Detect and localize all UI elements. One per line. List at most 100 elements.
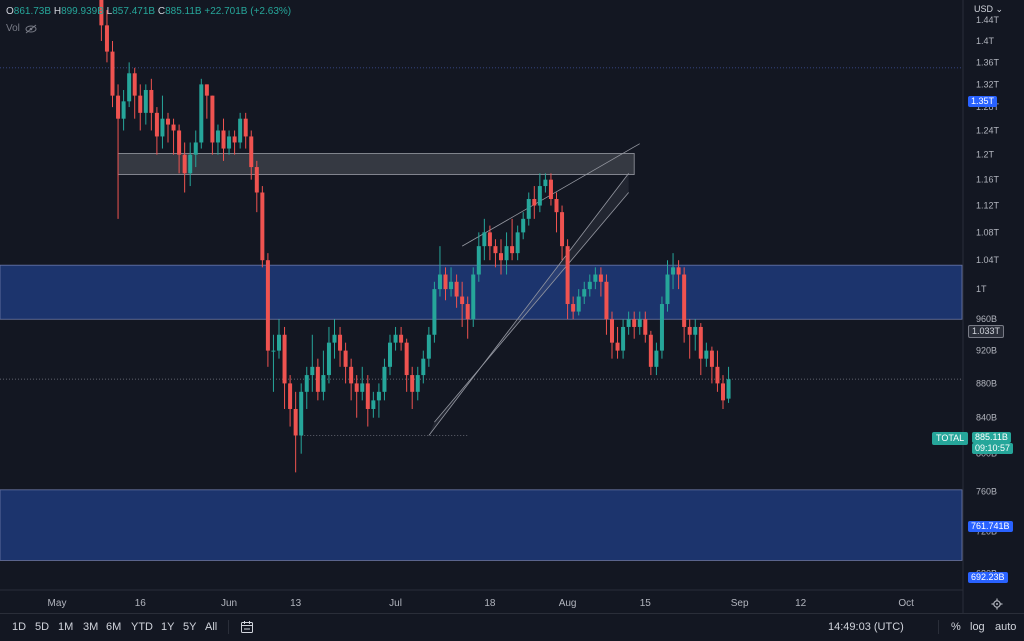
candle[interactable] [265, 253, 270, 367]
candle[interactable] [610, 311, 614, 359]
support-resistance-zone[interactable] [0, 489, 963, 561]
candle[interactable] [371, 391, 376, 418]
candle[interactable] [154, 107, 159, 155]
candle[interactable] [116, 84, 121, 219]
timeframe-ytd[interactable]: YTD [131, 621, 153, 633]
candle[interactable] [554, 192, 559, 233]
candle[interactable] [532, 186, 537, 219]
candle[interactable] [332, 319, 337, 359]
candle[interactable] [671, 253, 676, 290]
candle[interactable] [171, 118, 176, 155]
candle[interactable] [388, 334, 392, 376]
candle[interactable] [621, 319, 626, 359]
candle[interactable] [149, 78, 154, 131]
candle[interactable] [548, 173, 553, 206]
candle[interactable] [526, 192, 531, 226]
candle[interactable] [598, 267, 603, 297]
candle[interactable] [315, 358, 320, 401]
candle[interactable] [565, 239, 570, 320]
candle[interactable] [299, 383, 304, 454]
candle[interactable] [576, 289, 581, 316]
candle[interactable] [326, 326, 331, 384]
candle[interactable] [499, 239, 503, 275]
candle[interactable] [177, 124, 182, 174]
log-toggle[interactable]: log [970, 621, 985, 633]
candle[interactable] [560, 205, 565, 261]
candle[interactable] [304, 366, 309, 409]
candle[interactable] [521, 212, 526, 240]
support-resistance-zone[interactable] [0, 264, 963, 320]
currency-selector[interactable]: USD ⌄ [974, 4, 1003, 15]
eye-hidden-icon[interactable] [25, 24, 37, 34]
candle[interactable] [227, 130, 232, 155]
trend-line[interactable] [428, 173, 629, 436]
candle[interactable] [637, 311, 642, 335]
candle[interactable] [410, 366, 415, 409]
timeframe-1y[interactable]: 1Y [161, 621, 175, 633]
candle[interactable] [349, 358, 354, 401]
candle[interactable] [687, 319, 692, 359]
candle[interactable] [238, 112, 243, 149]
candle[interactable] [460, 281, 465, 327]
candle[interactable] [698, 323, 703, 376]
price-chart[interactable]: 1.44T 1.4T 1.36T 1.32T 1.28T 1.24T 1.2T 1.16T 1.… [0, 0, 1024, 613]
candle[interactable] [399, 326, 404, 351]
candle[interactable] [110, 40, 115, 108]
candle[interactable] [465, 296, 470, 339]
candle[interactable] [188, 142, 193, 187]
candle[interactable] [626, 311, 631, 335]
candle[interactable] [476, 232, 481, 282]
candle[interactable] [260, 186, 265, 268]
candle[interactable] [654, 342, 659, 376]
candle[interactable] [537, 173, 542, 213]
candle[interactable] [721, 375, 725, 409]
go-to-date-button[interactable] [240, 620, 254, 634]
candle[interactable] [504, 232, 509, 275]
candle[interactable] [682, 267, 687, 343]
candle[interactable] [665, 260, 670, 312]
candle[interactable] [143, 84, 148, 125]
candle[interactable] [543, 173, 548, 193]
candle[interactable] [277, 319, 281, 359]
candle[interactable] [199, 78, 204, 149]
percent-toggle[interactable]: % [951, 621, 961, 633]
candle[interactable] [271, 334, 276, 392]
candle[interactable] [243, 112, 248, 149]
candle[interactable] [487, 225, 492, 261]
candle[interactable] [360, 366, 365, 401]
candle[interactable] [393, 326, 398, 351]
candle[interactable] [648, 330, 653, 376]
candle[interactable] [249, 130, 254, 180]
candle[interactable] [232, 130, 237, 155]
auto-toggle[interactable]: auto [995, 621, 1017, 633]
timeframe-1m[interactable]: 1M [58, 621, 74, 633]
candle[interactable] [376, 383, 381, 418]
candle[interactable] [432, 281, 437, 343]
candle[interactable] [510, 218, 515, 261]
candle[interactable] [282, 326, 287, 409]
candle[interactable] [715, 350, 720, 392]
timeframe-5d[interactable]: 5D [35, 621, 50, 633]
candle[interactable] [404, 338, 409, 392]
candle[interactable] [160, 95, 165, 149]
candle[interactable] [321, 350, 326, 401]
candle[interactable] [676, 260, 681, 290]
candle[interactable] [343, 342, 348, 384]
candle[interactable] [254, 160, 259, 213]
candle[interactable] [593, 267, 598, 290]
candle[interactable] [709, 346, 714, 384]
candle[interactable] [615, 326, 620, 359]
candle[interactable] [726, 366, 731, 403]
candle[interactable] [166, 112, 170, 143]
candle[interactable] [515, 225, 520, 261]
candle[interactable] [193, 130, 198, 168]
candle[interactable] [182, 142, 187, 193]
timeframe-5y[interactable]: 5Y [183, 621, 197, 633]
candle[interactable] [493, 239, 498, 268]
timeframe-6m[interactable]: 6M [106, 621, 122, 633]
candle[interactable] [449, 267, 454, 297]
candle[interactable] [310, 334, 315, 392]
chart-settings-button[interactable] [991, 597, 1003, 610]
candle[interactable] [338, 326, 343, 367]
candle[interactable] [210, 95, 215, 155]
